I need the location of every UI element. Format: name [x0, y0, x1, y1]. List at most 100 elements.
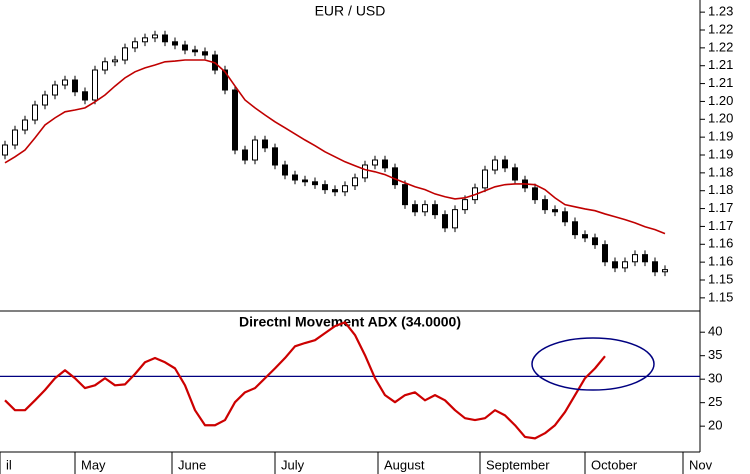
- candle-body: [422, 204, 428, 213]
- candle-body: [62, 79, 68, 86]
- candle-body: [222, 69, 228, 91]
- candle-body: [242, 149, 248, 161]
- candle-body: [152, 34, 158, 39]
- adx-title: Directnl Movement ADX (34.0000): [239, 314, 461, 330]
- y-tick-label: 1.23: [708, 4, 733, 19]
- y-tick-label: 1.15: [708, 289, 733, 304]
- price-title: EUR / USD: [315, 3, 386, 19]
- candle-body: [512, 167, 518, 181]
- y-tick-label: 1.21: [708, 75, 733, 90]
- adx-line: [4, 321, 606, 440]
- candle-body: [332, 189, 338, 193]
- y-tick-label: 1.17: [708, 200, 733, 215]
- candle-body: [442, 214, 448, 229]
- candle-body: [122, 47, 128, 61]
- candle-body: [552, 209, 558, 213]
- candle-body: [542, 199, 548, 211]
- x-tick-label: August: [384, 457, 425, 472]
- y-tick-label: 1.16: [708, 254, 733, 269]
- candle-body: [382, 159, 388, 169]
- candle-body: [282, 164, 288, 176]
- x-tick-label: September: [486, 457, 550, 472]
- candle-body: [192, 49, 198, 53]
- candle-body: [302, 179, 308, 183]
- y-tick-label: 1.22: [708, 39, 733, 54]
- candle-body: [392, 167, 398, 186]
- y-tick-label: 1.19: [708, 146, 733, 161]
- y-tick-label: 1.18: [708, 182, 733, 197]
- candle-body: [362, 164, 368, 179]
- candle-body: [162, 34, 168, 43]
- y-tick-label: 30: [708, 371, 722, 386]
- candle-body: [602, 244, 608, 263]
- candle-body: [272, 147, 278, 166]
- candle-body: [342, 185, 348, 193]
- moving-average-line: [4, 59, 666, 235]
- x-tick-label: May: [81, 457, 106, 472]
- candle-body: [632, 254, 638, 263]
- candle-body: [352, 177, 358, 187]
- candle-body: [572, 221, 578, 236]
- candle-body: [292, 174, 298, 181]
- y-tick-label: 25: [708, 394, 722, 409]
- candle-body: [22, 119, 28, 131]
- y-tick-label: 1.16: [708, 236, 733, 251]
- candle-body: [12, 129, 18, 146]
- candle-body: [322, 184, 328, 191]
- y-tick-label: 1.21: [708, 57, 733, 72]
- candle-body: [112, 59, 118, 63]
- candle-body: [262, 139, 268, 149]
- candle-body: [202, 51, 208, 56]
- candle-body: [82, 91, 88, 101]
- candle-body: [582, 234, 588, 239]
- y-tick-label: 1.17: [708, 218, 733, 233]
- candle-body: [482, 169, 488, 189]
- candle-body: [42, 94, 48, 106]
- candle-body: [402, 184, 408, 206]
- y-tick-label: 1.19: [708, 129, 733, 144]
- candle-body: [182, 44, 188, 51]
- candle-body: [612, 261, 618, 269]
- candle-body: [592, 237, 598, 246]
- candle-body: [72, 79, 78, 93]
- candle-body: [92, 69, 98, 101]
- candle-body: [642, 254, 648, 263]
- candle-body: [52, 84, 58, 96]
- y-tick-label: 20: [708, 418, 722, 433]
- x-tick-label: October: [591, 457, 638, 472]
- candle-body: [532, 187, 538, 201]
- candle-body: [432, 204, 438, 216]
- y-tick-label: 1.18: [708, 164, 733, 179]
- candle-body: [622, 261, 628, 269]
- y-tick-label: 1.22: [708, 21, 733, 36]
- highlight-ellipse: [531, 337, 655, 391]
- y-tick-label: 35: [708, 347, 722, 362]
- candle-body: [132, 41, 138, 49]
- x-tick-label: Nov: [689, 457, 713, 472]
- x-tick-label: July: [281, 457, 305, 472]
- candle-body: [142, 37, 148, 43]
- candle-body: [252, 139, 258, 161]
- candle-body: [412, 204, 418, 213]
- candle-body: [102, 61, 108, 71]
- candle-body: [502, 159, 508, 169]
- candle-body: [312, 181, 318, 186]
- candle-body: [492, 159, 498, 171]
- y-tick-label: 1.20: [708, 93, 733, 108]
- x-tick-label: June: [178, 457, 206, 472]
- candle-body: [2, 144, 8, 156]
- candle-body: [452, 209, 458, 229]
- candle-body: [232, 89, 238, 151]
- x-tick-label: il: [6, 457, 12, 472]
- candle-body: [662, 269, 668, 273]
- y-tick-label: 1.15: [708, 271, 733, 286]
- candle-body: [32, 104, 38, 121]
- candle-body: [172, 41, 178, 46]
- y-tick-label: 40: [708, 324, 722, 339]
- candle-body: [562, 211, 568, 223]
- y-tick-label: 1.20: [708, 111, 733, 126]
- candle-body: [462, 199, 468, 211]
- candle-body: [372, 159, 378, 166]
